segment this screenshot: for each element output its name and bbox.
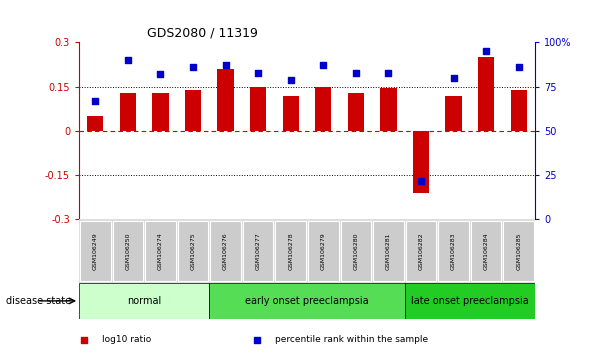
Bar: [381, 88, 396, 131]
Text: GSM106280: GSM106280: [353, 233, 358, 270]
Bar: [145, 221, 176, 281]
Point: [79, 337, 89, 343]
Bar: [185, 90, 201, 131]
Point: [123, 57, 133, 63]
Bar: [478, 57, 494, 131]
Point: [286, 77, 295, 82]
Bar: [348, 93, 364, 131]
Bar: [471, 221, 502, 281]
Bar: [373, 221, 404, 281]
Point: [221, 63, 230, 68]
Bar: [308, 221, 339, 281]
Point: [482, 48, 491, 54]
Text: GSM106283: GSM106283: [451, 233, 456, 270]
Bar: [413, 131, 429, 193]
Text: late onset preeclampsia: late onset preeclampsia: [411, 296, 529, 306]
Point: [514, 64, 523, 70]
Bar: [209, 283, 405, 319]
Point: [91, 98, 100, 104]
Text: GSM106281: GSM106281: [386, 233, 391, 270]
Text: GSM106275: GSM106275: [190, 233, 196, 270]
Bar: [112, 221, 143, 281]
Text: GSM106250: GSM106250: [125, 233, 130, 270]
Bar: [315, 87, 331, 131]
Bar: [446, 96, 461, 131]
Point: [252, 337, 261, 343]
Text: GSM106279: GSM106279: [321, 233, 326, 270]
Point: [156, 72, 165, 77]
Bar: [80, 221, 111, 281]
Point: [416, 178, 426, 183]
Text: GSM106282: GSM106282: [418, 233, 424, 270]
Text: GSM106276: GSM106276: [223, 233, 228, 270]
Bar: [250, 87, 266, 131]
Text: log10 ratio: log10 ratio: [102, 335, 151, 344]
Text: GSM106284: GSM106284: [484, 233, 489, 270]
Point: [319, 63, 328, 68]
Point: [449, 75, 458, 81]
Point: [351, 70, 361, 75]
Bar: [406, 221, 437, 281]
Text: GSM106277: GSM106277: [256, 233, 261, 270]
Bar: [210, 221, 241, 281]
Text: GSM106278: GSM106278: [288, 233, 293, 270]
Bar: [340, 221, 371, 281]
Bar: [438, 221, 469, 281]
Text: GSM106249: GSM106249: [93, 233, 98, 270]
Text: disease state: disease state: [6, 296, 71, 306]
Text: percentile rank within the sample: percentile rank within the sample: [275, 335, 428, 344]
Bar: [283, 96, 299, 131]
Bar: [405, 283, 535, 319]
Text: early onset preeclampsia: early onset preeclampsia: [245, 296, 369, 306]
Bar: [275, 221, 306, 281]
Text: normal: normal: [127, 296, 161, 306]
Bar: [120, 93, 136, 131]
Bar: [511, 90, 527, 131]
Text: GDS2080 / 11319: GDS2080 / 11319: [147, 27, 258, 40]
Bar: [243, 221, 274, 281]
Text: GSM106274: GSM106274: [158, 233, 163, 270]
Point: [384, 70, 393, 75]
Bar: [503, 221, 534, 281]
Bar: [178, 221, 209, 281]
Point: [254, 70, 263, 75]
Point: [188, 64, 198, 70]
Bar: [87, 116, 103, 131]
Bar: [153, 93, 168, 131]
Bar: [218, 69, 233, 131]
Bar: [79, 283, 209, 319]
Text: GSM106285: GSM106285: [516, 233, 521, 270]
